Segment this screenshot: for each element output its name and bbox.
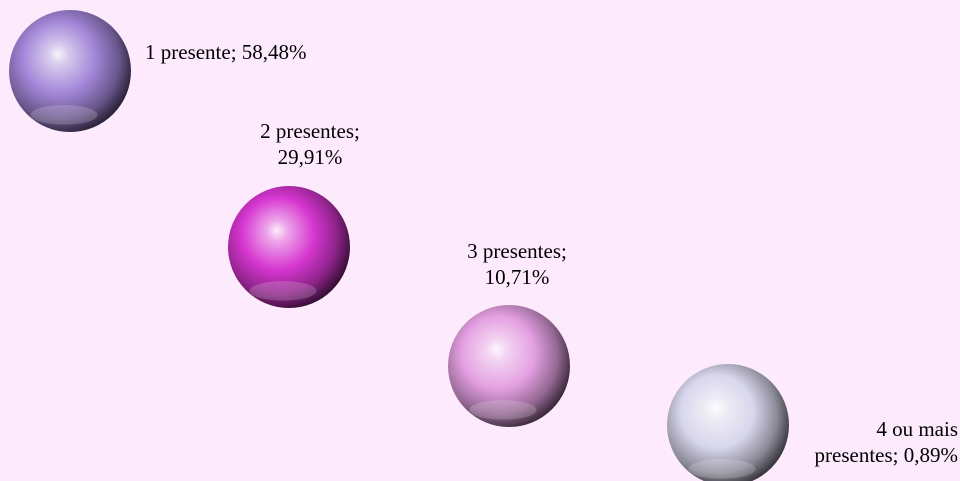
bubble-sphere-3 — [448, 305, 570, 427]
bubble-2 — [228, 186, 350, 308]
bubble-reflection-1 — [30, 105, 98, 125]
bubble-4 — [667, 364, 789, 481]
data-label-line: 3 presentes; — [467, 239, 567, 263]
data-label-line: 4 ou mais — [876, 417, 958, 441]
data-label-line: 1 presente; 58,48% — [145, 40, 307, 64]
data-label-line: presentes; 0,89% — [814, 443, 958, 467]
data-label-line: 10,71% — [484, 265, 550, 289]
bubble-reflection-3 — [469, 400, 537, 420]
bubble-3 — [448, 305, 570, 427]
bubble-sphere-4 — [667, 364, 789, 481]
data-label-1: 1 presente; 58,48% — [145, 39, 375, 65]
bubbles-layer — [9, 10, 789, 481]
bubble-sphere-1 — [9, 10, 131, 132]
bubble-1 — [9, 10, 131, 132]
data-label-line: 29,91% — [277, 145, 343, 169]
bubble-sphere-2 — [228, 186, 350, 308]
data-label-line: 2 presentes; — [260, 119, 360, 143]
bubble-reflection-4 — [688, 459, 756, 479]
data-label-2: 2 presentes; 29,91% — [225, 118, 395, 170]
bubble-reflection-2 — [249, 281, 317, 301]
data-label-3: 3 presentes; 10,71% — [442, 238, 592, 290]
data-label-4: 4 ou mais presentes; 0,89% — [768, 416, 958, 468]
